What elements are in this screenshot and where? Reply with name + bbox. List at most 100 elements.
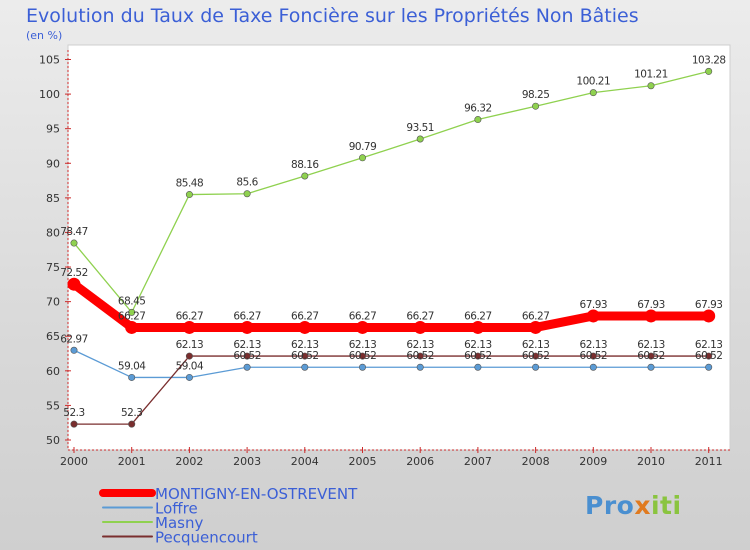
data-point	[358, 352, 366, 360]
data-label: 66.27	[233, 310, 261, 322]
data-point	[301, 172, 309, 180]
y-tick-label: 95	[46, 123, 60, 136]
unit-label: (en %)	[26, 29, 63, 42]
data-point	[358, 363, 366, 371]
chart-title: Evolution du Taux de Taxe Foncière sur l…	[26, 5, 639, 27]
data-label: 62.13	[349, 339, 377, 351]
data-point	[647, 82, 655, 90]
y-tick-label: 65	[46, 330, 60, 343]
x-tick-label: 2004	[291, 455, 319, 468]
data-point	[474, 363, 482, 371]
data-point	[589, 352, 597, 360]
plot-area	[67, 44, 731, 451]
x-tick-label: 2006	[406, 455, 434, 468]
data-label: 66.27	[118, 310, 146, 322]
data-point	[70, 420, 78, 428]
data-label: 62.13	[176, 339, 204, 351]
data-label: 67.93	[695, 299, 723, 311]
y-tick-label: 90	[46, 157, 60, 170]
data-point	[182, 320, 196, 334]
y-tick-label: 75	[46, 261, 60, 274]
data-point	[471, 320, 485, 334]
data-point	[70, 346, 78, 354]
data-label: 62.13	[233, 339, 261, 351]
data-point	[301, 363, 309, 371]
legend-label-2: Loffre	[155, 500, 198, 518]
x-tick-label: 2001	[118, 455, 146, 468]
data-label: 72.52	[60, 267, 88, 279]
data-point	[128, 420, 136, 428]
data-label: 93.51	[406, 122, 434, 134]
data-point	[185, 191, 193, 199]
proxiti-logo: Proxiti	[585, 491, 682, 520]
data-point	[532, 352, 540, 360]
data-point	[185, 373, 193, 381]
data-label: 66.27	[464, 310, 492, 322]
data-label: 88.16	[291, 159, 319, 171]
series-line-1	[69, 279, 714, 332]
data-point	[474, 352, 482, 360]
data-point	[705, 363, 713, 371]
data-label: 66.27	[349, 310, 377, 322]
data-label: 103.28	[692, 54, 726, 66]
x-tick-label: 2008	[522, 455, 550, 468]
data-label: 96.32	[464, 103, 492, 115]
data-label: 100.21	[576, 76, 610, 88]
data-point	[356, 320, 369, 334]
logo-part-1: Pro	[585, 491, 635, 520]
data-point	[185, 352, 193, 360]
data-point	[416, 135, 424, 143]
legend-label-1: MONTIGNY-EN-OSTREVENT	[155, 485, 358, 503]
data-label: 85.6	[236, 177, 258, 189]
data-label: 62.97	[60, 333, 88, 345]
series-line-2	[73, 349, 710, 379]
data-point	[416, 363, 424, 371]
data-label: 62.13	[580, 339, 608, 351]
y-tick-label: 55	[46, 399, 60, 412]
data-label: 52.3	[121, 407, 142, 419]
data-label: 66.27	[291, 310, 319, 322]
data-label: 67.93	[637, 299, 665, 311]
data-label: 60.52	[233, 350, 261, 362]
logo-part-3: iti	[650, 491, 682, 520]
series-line-3	[73, 70, 710, 314]
x-tick-label: 2002	[175, 455, 203, 468]
data-point	[298, 320, 312, 334]
data-label: 60.52	[695, 350, 723, 362]
data-label: 90.79	[349, 141, 377, 153]
data-point	[589, 363, 597, 371]
data-point	[644, 309, 658, 323]
data-point	[647, 363, 655, 371]
data-point	[243, 352, 251, 360]
data-point	[532, 102, 540, 110]
y-tick-label: 85	[46, 192, 60, 205]
data-point	[128, 308, 136, 316]
series-line-4	[73, 355, 710, 425]
data-point	[532, 363, 540, 371]
data-label: 98.25	[522, 89, 550, 101]
data-label: 60.52	[580, 350, 608, 362]
data-point	[413, 320, 427, 334]
data-label: 59.04	[176, 360, 204, 372]
data-label: 101.21	[634, 69, 668, 81]
data-label: 67.93	[580, 299, 608, 311]
data-label: 60.52	[522, 350, 550, 362]
x-tick-label: 2010	[637, 455, 665, 468]
data-point	[702, 309, 716, 323]
data-label: 66.27	[522, 310, 550, 322]
data-label: 62.13	[522, 339, 550, 351]
data-label: 59.04	[118, 360, 146, 372]
data-label: 68.45	[118, 295, 146, 307]
x-tick-label: 2000	[60, 455, 88, 468]
legend-label-4: Pecquencourt	[155, 529, 258, 547]
data-label: 62.13	[291, 339, 319, 351]
data-label: 85.48	[176, 178, 204, 190]
x-tick-label: 2005	[349, 455, 377, 468]
logo-part-2: x	[634, 491, 651, 520]
data-label: 66.27	[176, 310, 204, 322]
y-tick-label: 60	[46, 365, 60, 378]
data-point	[474, 116, 482, 124]
data-label: 60.52	[637, 350, 665, 362]
